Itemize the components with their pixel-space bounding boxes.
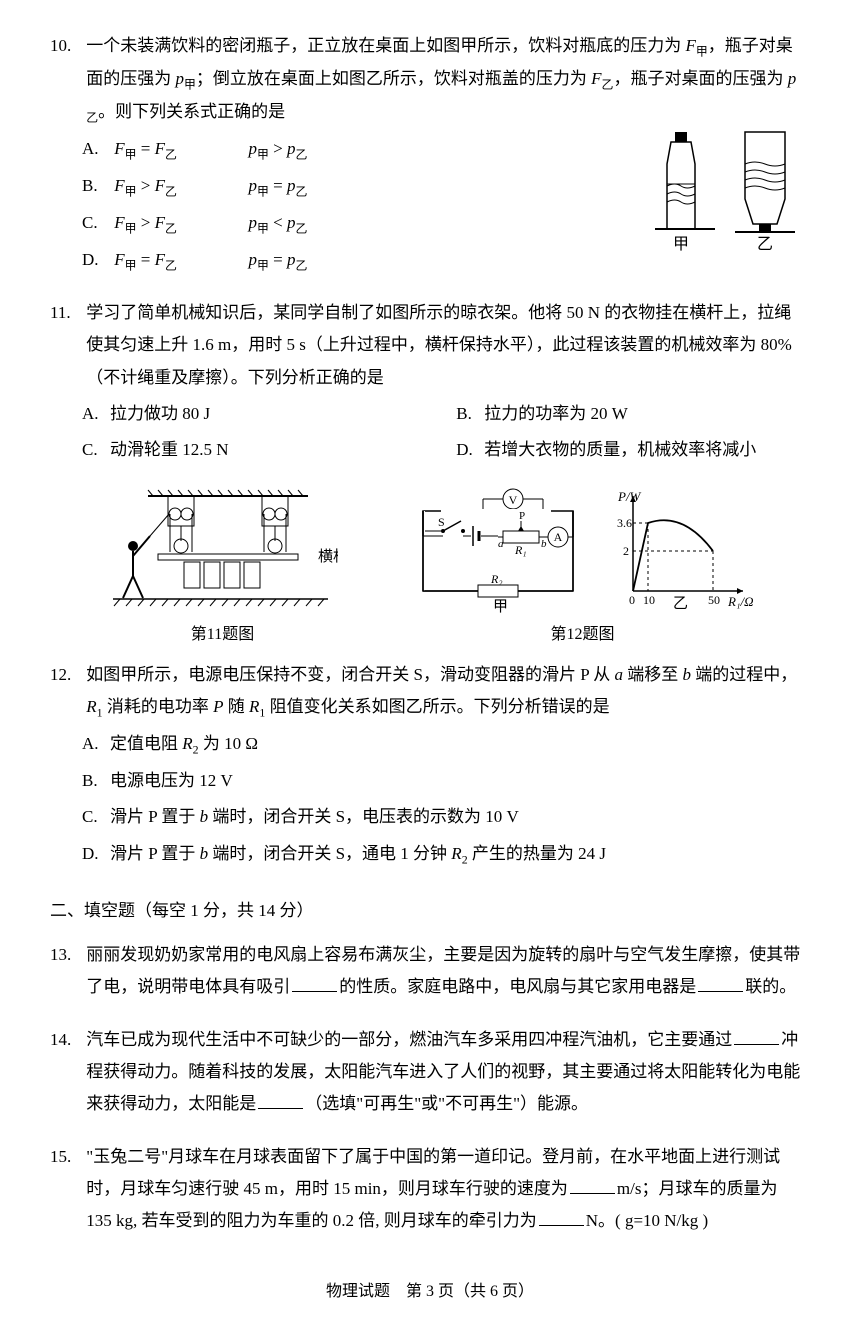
q14-p3: （选填"可再生"或"不可再生"）能源。 <box>305 1094 588 1113</box>
q14-blank-2 <box>258 1090 303 1110</box>
svg-text:R₂: R₂ <box>490 572 503 586</box>
question-10: 10. 一个未装满饮料的密闭瓶子，正立放在桌面上如图甲所示，饮料对瓶底的压力为 … <box>50 30 810 277</box>
q11-caption: 第11题图 <box>108 620 338 650</box>
svg-text:b: b <box>541 538 547 550</box>
q10-stem: 一个未装满饮料的密闭瓶子，正立放在桌面上如图甲所示，饮料对瓶底的压力为 F甲，瓶… <box>86 36 796 121</box>
question-13: 13. 丽丽发现奶奶家常用的电风扇上容易布满灰尘，主要是因为旋转的扇叶与空气发生… <box>50 939 810 1004</box>
q13-p3: 联的。 <box>745 977 796 996</box>
q14-p1: 汽车已成为现代生活中不可缺少的一部分，燃油汽车多采用四冲程汽油机，它主要通过 <box>86 1030 732 1049</box>
question-14: 14. 汽车已成为现代生活中不可缺少的一部分，燃油汽车多采用四冲程汽油机，它主要… <box>50 1024 810 1121</box>
svg-text:甲: 甲 <box>493 599 508 615</box>
svg-text:P: P <box>519 510 525 522</box>
svg-text:S: S <box>438 515 445 529</box>
q12-choice-d: D.滑片 P 置于 b 端时，闭合开关 S，通电 1 分钟 R2 产生的热量为 … <box>50 838 810 871</box>
svg-text:R₁: R₁ <box>514 543 527 557</box>
q15-p3: N。( g=10 N/kg ) <box>586 1211 708 1230</box>
page-footer: 物理试题 第 3 页（共 6 页） <box>50 1277 810 1307</box>
svg-text:3.6: 3.6 <box>617 516 632 530</box>
q10-label-yi: 乙 <box>757 236 773 253</box>
q11-number: 11. <box>50 297 82 329</box>
question-12: 12. 如图甲所示，电源电压保持不变，闭合开关 S，滑动变阻器的滑片 P 从 a… <box>50 659 810 871</box>
q12-number: 12. <box>50 659 82 691</box>
q13-blank-2 <box>698 973 743 993</box>
svg-text:乙: 乙 <box>673 596 688 612</box>
q12-caption: 第12题图 <box>413 620 753 650</box>
q11-stem: 学习了简单机械知识后，某同学自制了如图所示的晾衣架。他将 50 N 的衣物挂在横… <box>86 297 806 394</box>
svg-text:横杆: 横杆 <box>318 548 338 565</box>
q12-choice-a: A.定值电阻 R2 为 10 Ω <box>50 728 810 761</box>
svg-text:a: a <box>498 538 504 550</box>
svg-text:2: 2 <box>623 544 629 558</box>
q10-figure: 甲 乙 <box>640 124 810 259</box>
svg-text:50: 50 <box>708 593 720 607</box>
svg-text:A: A <box>553 530 562 544</box>
q14-blank-1 <box>734 1025 779 1045</box>
q10-number: 10. <box>50 30 82 62</box>
q15-number: 15. <box>50 1141 82 1173</box>
svg-text:P/W: P/W <box>617 489 642 504</box>
q11-figure: 横杆 第11题图 <box>108 486 338 650</box>
svg-text:0: 0 <box>629 593 635 607</box>
q14-number: 14. <box>50 1024 82 1056</box>
bottle-svg: 甲 乙 <box>645 124 805 259</box>
q11-choices-cd: C.动滑轮重 12.5 N D.若增大衣物的质量，机械效率将减小 <box>50 434 810 466</box>
question-11: 11. 学习了简单机械知识后，某同学自制了如图所示的晾衣架。他将 50 N 的衣… <box>50 297 810 466</box>
svg-text:R₁/Ω: R₁/Ω <box>727 594 753 609</box>
figures-row: 横杆 第11题图 V <box>50 486 810 650</box>
q15-blank-1 <box>570 1174 615 1194</box>
q13-blank-1 <box>292 973 337 993</box>
svg-text:V: V <box>508 493 517 507</box>
q13-p2: 的性质。家庭电路中，电风扇与其它家用电器是 <box>339 977 696 996</box>
q10-label-jia: 甲 <box>673 236 689 253</box>
q10-body: 一个未装满饮料的密闭瓶子，正立放在桌面上如图甲所示，饮料对瓶底的压力为 F甲，瓶… <box>86 30 806 129</box>
q15-blank-2 <box>539 1206 584 1226</box>
q13-number: 13. <box>50 939 82 971</box>
q12-stem: 如图甲所示，电源电压保持不变，闭合开关 S，滑动变阻器的滑片 P 从 a 端移至… <box>86 659 806 724</box>
q11-choices-ab: A.拉力做功 80 J B.拉力的功率为 20 W <box>50 398 810 430</box>
svg-text:10: 10 <box>643 593 655 607</box>
section2-title: 二、填空题（每空 1 分，共 14 分） <box>50 895 810 927</box>
question-15: 15. "玉兔二号"月球车在月球表面留下了属于中国的第一道印记。登月前，在水平地… <box>50 1141 810 1238</box>
q12-choice-c: C.滑片 P 置于 b 端时，闭合开关 S，电压表的示数为 10 V <box>50 801 810 833</box>
q12-choice-b: B.电源电压为 12 V <box>50 765 810 797</box>
q12-figure: V S <box>413 486 753 650</box>
